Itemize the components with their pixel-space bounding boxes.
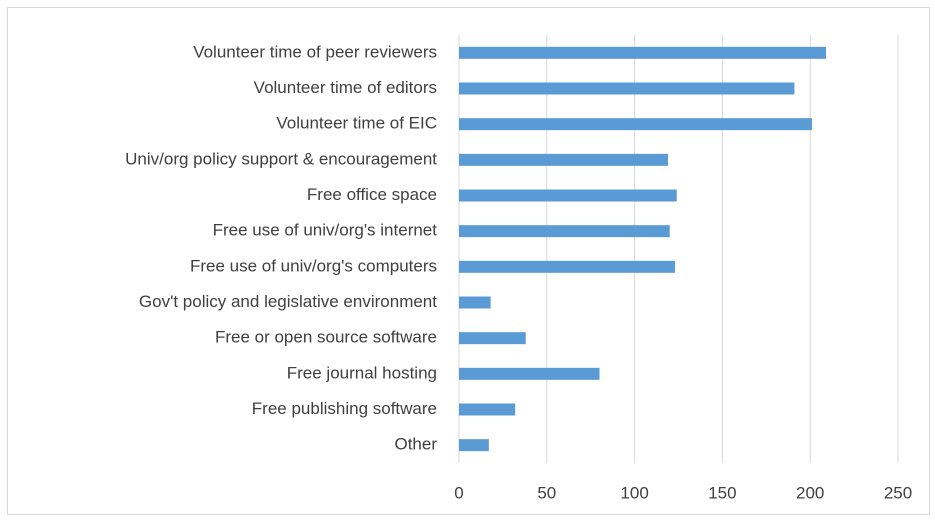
- y-tick-label: Other: [394, 435, 437, 454]
- x-tick-label: 150: [708, 483, 736, 502]
- x-tick-label: 200: [796, 483, 824, 502]
- bar: [459, 296, 491, 309]
- y-tick-label: Free journal hosting: [287, 363, 437, 382]
- y-tick-label: Free office space: [307, 185, 437, 204]
- y-tick-label: Free use of univ/org's internet: [213, 221, 438, 240]
- bar: [459, 403, 516, 416]
- y-tick-label: Volunteer time of EIC: [276, 114, 437, 133]
- bar: [459, 332, 526, 345]
- y-tick-label: Free publishing software: [252, 399, 437, 418]
- bar: [459, 225, 670, 238]
- x-tick-label: 250: [884, 483, 912, 502]
- y-tick-label: Volunteer time of peer reviewers: [193, 42, 437, 61]
- y-tick-label: Gov't policy and legislative environment: [139, 292, 437, 311]
- x-tick-label: 100: [620, 483, 648, 502]
- bar: [459, 118, 812, 131]
- y-tick-label: Free or open source software: [215, 328, 437, 347]
- bar: [459, 260, 675, 273]
- bar: [459, 46, 827, 59]
- bar: [459, 439, 489, 452]
- x-tick-label: 50: [537, 483, 556, 502]
- bar: [459, 82, 795, 95]
- bar: [459, 153, 668, 166]
- bar: [459, 367, 600, 380]
- y-tick-label: Univ/org policy support & encouragement: [125, 149, 437, 168]
- bar: [459, 189, 677, 202]
- y-tick-label: Volunteer time of editors: [254, 78, 437, 97]
- x-tick-label: 0: [454, 483, 463, 502]
- y-tick-label: Free use of univ/org's computers: [190, 256, 437, 275]
